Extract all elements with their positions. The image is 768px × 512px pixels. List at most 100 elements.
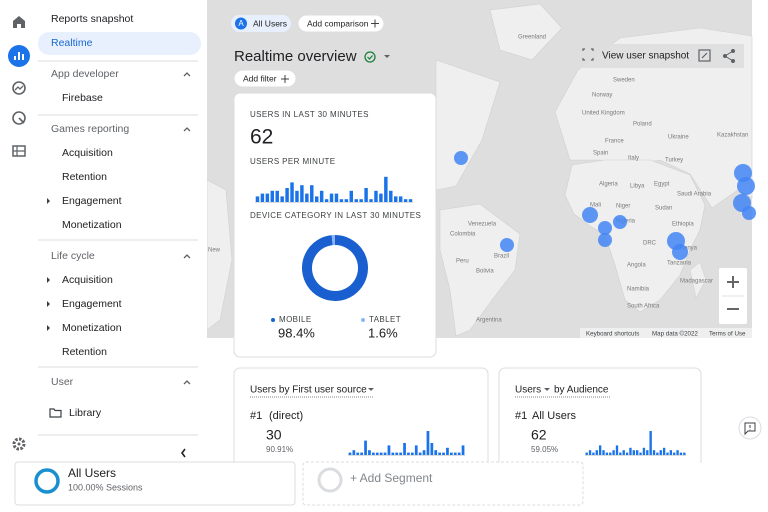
map-label: Argentina bbox=[476, 318, 502, 324]
explore-icon[interactable] bbox=[12, 81, 26, 95]
share-icon[interactable] bbox=[723, 49, 735, 63]
map-label: Bolivia bbox=[476, 269, 494, 275]
map-label: DRC bbox=[643, 241, 657, 247]
avatar-letter: A bbox=[238, 19, 244, 28]
view-user-snapshot[interactable]: View user snapshot bbox=[602, 51, 689, 62]
add-segment-card[interactable] bbox=[302, 461, 584, 506]
metric-dropdown[interactable] bbox=[544, 388, 550, 391]
nav-item[interactable]: Reports snapshot bbox=[51, 13, 133, 25]
map-label: Turkey bbox=[665, 158, 683, 164]
add-filter-chip[interactable] bbox=[233, 69, 297, 88]
comparison-chip[interactable] bbox=[231, 15, 291, 32]
segment-ring bbox=[317, 467, 343, 493]
bar bbox=[398, 196, 403, 202]
title-dropdown[interactable] bbox=[384, 55, 390, 58]
legend-dot bbox=[361, 318, 365, 322]
legend-value: 98.4% bbox=[278, 325, 315, 340]
nav-item[interactable]: Firebase bbox=[62, 92, 103, 104]
rank: #1 bbox=[515, 410, 527, 422]
nav-item[interactable]: Library bbox=[69, 407, 102, 419]
map-label: Kazakhstan bbox=[717, 133, 748, 139]
expand-arrow[interactable] bbox=[47, 325, 50, 331]
bar bbox=[260, 193, 265, 202]
bar bbox=[662, 447, 666, 455]
map-label: Kenya bbox=[680, 246, 698, 252]
map-label: Poland bbox=[633, 122, 652, 128]
card-metric[interactable]: Users bbox=[515, 385, 541, 396]
nav-section[interactable]: Games reporting bbox=[51, 123, 129, 135]
collapse-caret[interactable] bbox=[183, 254, 191, 259]
user-bubble bbox=[613, 215, 627, 229]
map-label: New bbox=[208, 248, 221, 254]
bar bbox=[434, 450, 438, 455]
collapse-caret[interactable] bbox=[183, 380, 191, 385]
bar bbox=[442, 452, 445, 455]
nav-item[interactable]: Acquisition bbox=[62, 274, 113, 286]
edit-icon[interactable] bbox=[698, 49, 711, 62]
expand-arrow[interactable] bbox=[47, 277, 50, 283]
settings-icon[interactable] bbox=[12, 437, 26, 451]
expand-arrow[interactable] bbox=[47, 198, 50, 204]
expand-arrow[interactable] bbox=[47, 301, 50, 307]
bar bbox=[349, 190, 354, 202]
title-dropdown[interactable] bbox=[368, 388, 374, 391]
bar bbox=[356, 452, 360, 455]
bar bbox=[344, 199, 349, 202]
toolbar: A All Users Add comparison Realtime over… bbox=[231, 14, 744, 88]
nav-item-active[interactable]: Realtime bbox=[51, 37, 93, 49]
nav-item[interactable]: Engagement bbox=[62, 298, 122, 310]
nav-item[interactable]: Monetization bbox=[62, 322, 122, 334]
bar bbox=[387, 445, 391, 455]
advertising-icon[interactable] bbox=[12, 111, 26, 125]
home-icon[interactable] bbox=[13, 16, 25, 28]
bar bbox=[418, 452, 422, 455]
map-label: Italy bbox=[628, 156, 639, 162]
rank-name: All Users bbox=[532, 410, 577, 422]
card-title[interactable]: Users by First user source bbox=[250, 385, 367, 396]
nav-item[interactable]: Acquisition bbox=[62, 147, 113, 159]
metric-value: 62 bbox=[250, 126, 273, 149]
user-bubble bbox=[454, 151, 468, 165]
segment-strip: All Users 100.00% Sessions + Add Segment bbox=[0, 461, 768, 512]
overview-card: USERS IN LAST 30 MINUTES 62 USERS PER MI… bbox=[233, 92, 437, 358]
nav-section[interactable]: Life cycle bbox=[51, 250, 95, 262]
collapse-caret[interactable] bbox=[183, 72, 191, 77]
card-title[interactable]: by Audience bbox=[554, 385, 609, 396]
bar bbox=[379, 452, 383, 455]
collapse-caret[interactable] bbox=[183, 127, 191, 132]
map-attribution[interactable]: Terms of Use bbox=[709, 331, 746, 338]
map-attribution[interactable]: Keyboard shortcuts bbox=[586, 331, 639, 338]
segment-card[interactable] bbox=[14, 461, 296, 506]
card-bg bbox=[233, 92, 437, 358]
bar bbox=[676, 450, 679, 455]
bar bbox=[369, 199, 373, 202]
bar bbox=[354, 199, 358, 202]
segment-detail: 100.00% Sessions bbox=[68, 482, 143, 492]
map-label: South Africa bbox=[627, 304, 660, 310]
collapse-sidebar[interactable] bbox=[181, 448, 186, 458]
map-label: Colombia bbox=[450, 232, 476, 238]
legend-label: TABLET bbox=[369, 315, 401, 324]
bar bbox=[615, 445, 619, 455]
nav-item[interactable]: Retention bbox=[62, 171, 107, 183]
legend-value: 1.6% bbox=[368, 325, 398, 340]
nav-section[interactable]: User bbox=[51, 376, 74, 388]
bar bbox=[407, 452, 410, 455]
user-bubble bbox=[672, 244, 688, 260]
nav-item[interactable]: Retention bbox=[62, 346, 107, 358]
bar bbox=[295, 190, 299, 202]
nav-item[interactable]: Monetization bbox=[62, 219, 122, 231]
user-bubble bbox=[598, 221, 612, 235]
plus-icon bbox=[371, 19, 379, 28]
user-bubble bbox=[737, 177, 755, 195]
map-label: Norway bbox=[592, 93, 612, 99]
bar bbox=[364, 188, 368, 202]
attribution-bar bbox=[580, 328, 752, 338]
nav-item[interactable]: Engagement bbox=[62, 195, 122, 207]
map-label: Madagascar bbox=[680, 279, 713, 285]
add-comparison-chip[interactable] bbox=[297, 14, 385, 33]
nav-section[interactable]: App developer bbox=[51, 68, 119, 80]
bar bbox=[457, 452, 461, 455]
bar bbox=[393, 196, 398, 202]
